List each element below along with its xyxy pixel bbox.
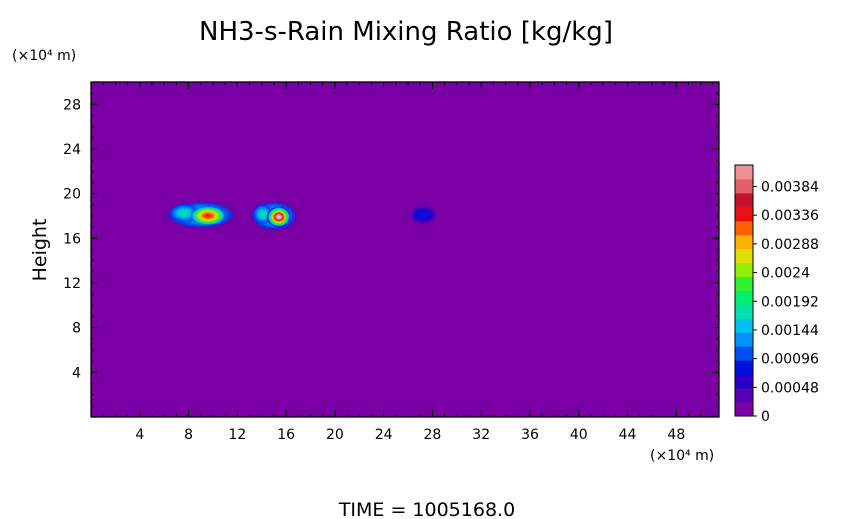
colorbar-swatch (735, 178, 753, 194)
x-tick-label: 20 (326, 427, 344, 443)
cloud-2-core (266, 206, 291, 228)
x-axis: 4 8 12 16 20 24 28 32 36 40 44 48 (102, 82, 714, 443)
x-tick-label: 28 (424, 427, 442, 443)
colorbar-swatch (735, 276, 753, 291)
x-axis-unit: (×10⁴ m) (650, 448, 714, 464)
colorbar-swatch (735, 402, 753, 417)
colorbar-swatch (735, 206, 753, 222)
chart-title: NH3-s-Rain Mixing Ratio [kg/kg] (199, 17, 613, 47)
y-tick-label: 20 (63, 187, 81, 203)
colorbar-swatch (735, 165, 753, 180)
x-tick-label: 16 (277, 427, 295, 443)
colorbar-tick-label: 0.00192 (761, 294, 819, 310)
heatmap-features (164, 200, 439, 232)
y-tick-label: 4 (72, 365, 81, 381)
colorbar-swatch (735, 318, 753, 333)
y-tick-label: 24 (63, 142, 81, 158)
colorbar-swatch (735, 374, 753, 389)
heatmap-background (91, 82, 719, 417)
colorbar-swatch (735, 304, 753, 319)
colorbar-tick-label: 0.00144 (761, 323, 819, 339)
time-readout: TIME = 1005168.0 (338, 499, 515, 519)
y-tick-label: 8 (72, 321, 81, 337)
colorbar: 0 0.00048 0.00096 0.00144 0.00192 0.0024 0.002… (734, 164, 819, 425)
x-tick-label: 12 (228, 427, 246, 443)
colorbar-swatch (735, 234, 753, 250)
colorbar-tick-label: 0.00336 (761, 208, 819, 224)
y-tick-label: 16 (63, 231, 81, 247)
colorbar-swatch (735, 332, 753, 347)
colorbar-swatch (735, 388, 753, 403)
cloud-2 (249, 200, 299, 232)
colorbar-swatch (735, 360, 753, 375)
colorbar-frame (734, 164, 754, 417)
y-axis: 4 8 12 16 20 24 28 (63, 92, 719, 407)
x-tick-label: 32 (472, 427, 490, 443)
y-tick-label: 12 (63, 276, 81, 292)
x-tick-label: 24 (375, 427, 393, 443)
colorbar-tick-label: 0 (761, 409, 770, 425)
colorbar-tick-label: 0.00288 (761, 237, 819, 253)
colorbar-tick-label: 0.00384 (761, 180, 819, 196)
x-tick-label: 44 (619, 427, 637, 443)
colorbar-swatch (735, 192, 753, 208)
colorbar-tick-label: 0.00048 (761, 380, 819, 396)
cloud-1-core (189, 205, 227, 226)
colorbar-swatch (735, 346, 753, 361)
colorbar-swatch (735, 248, 753, 264)
y-axis-label: Height (29, 219, 51, 282)
colorbar-swatch (735, 290, 753, 305)
x-tick-label: 48 (667, 427, 685, 443)
y-axis-unit: (×10⁴ m) (12, 48, 76, 64)
cloud-3-core (414, 209, 426, 219)
cloud-3 (408, 204, 439, 225)
plot-area (90, 81, 720, 418)
x-tick-label: 36 (521, 427, 539, 443)
colorbar-swatch (735, 262, 753, 278)
cloud-1 (164, 200, 238, 230)
x-tick-label: 4 (135, 427, 144, 443)
colorbar-tick-label: 0.00096 (761, 352, 819, 368)
y-tick-label: 28 (63, 97, 81, 113)
colorbar-tick-label: 0.0024 (761, 266, 810, 282)
x-tick-label: 40 (570, 427, 588, 443)
x-tick-label: 8 (184, 427, 193, 443)
colorbar-swatch (735, 220, 753, 236)
